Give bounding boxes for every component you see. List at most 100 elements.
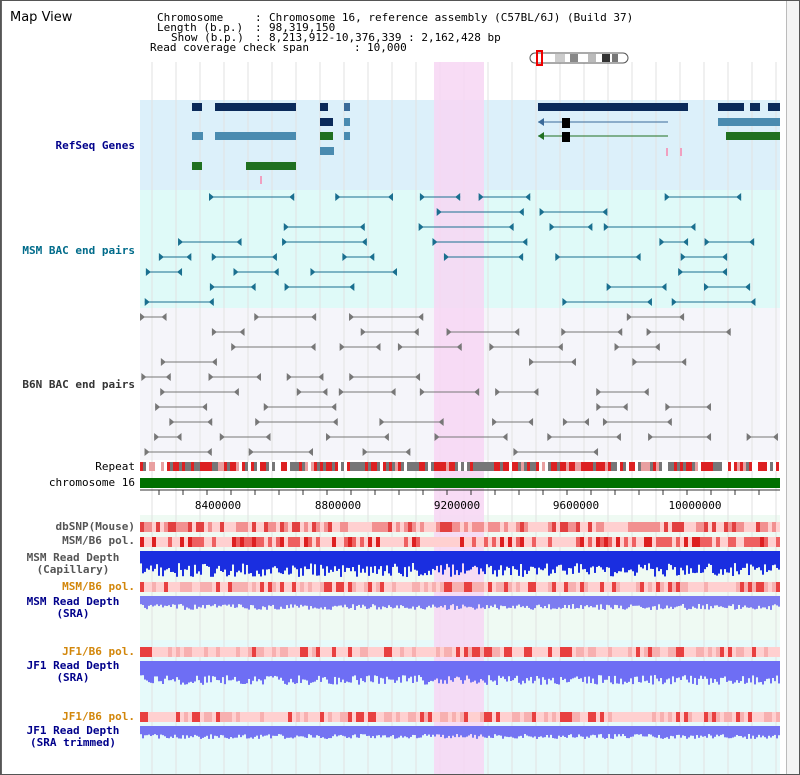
read-depth-bar [246,726,248,739]
repeat-mark [374,462,377,471]
polymorphism-mark [768,712,772,722]
polymorphism-mark [548,522,552,532]
read-depth-bar [450,726,452,739]
polymorphism-mark [400,537,404,547]
repeat-mark [398,462,401,471]
bac-end-marker [746,433,752,441]
polymorphism-mark [576,647,580,657]
polymorphism-mark [176,712,180,722]
read-depth-bar [766,596,768,610]
read-depth-bar [750,551,752,565]
polymorphism-mark [404,522,408,532]
read-depth-bar [704,596,706,610]
polymorphism-mark [204,647,208,657]
gene-strand-arrow [215,132,221,140]
repeat-mark [752,462,755,471]
read-depth-bar [636,726,638,735]
polymorphism-mark [760,647,764,657]
read-depth-bar [310,661,312,683]
read-depth-bar [564,661,566,679]
polymorphism-mark [356,537,360,547]
read-depth-bar [756,661,758,678]
read-depth-bar [546,596,548,609]
read-depth-bar [718,596,720,607]
read-depth-bar [308,661,310,685]
read-depth-bar [550,596,552,610]
track-label-b6n-bac[interactable]: B6N BAC end pairs [22,378,135,391]
polymorphism-mark [368,712,372,722]
polymorphism-mark [608,647,612,657]
repeat-mark [272,462,275,471]
read-depth-bar [674,551,676,568]
polymorphism-mark [196,712,200,722]
read-depth-bar [288,726,290,738]
read-depth-bar [220,596,222,607]
read-depth-bar [560,726,562,738]
read-depth-bar [758,551,760,568]
read-depth-bar [732,726,734,738]
read-depth-bar [396,726,398,739]
read-depth-bar [188,661,190,683]
read-depth-bar [758,596,760,606]
polymorphism-mark [520,582,524,592]
track-label-refseq-genes[interactable]: RefSeq Genes [55,139,135,152]
read-depth-bar [554,661,556,684]
polymorphism-mark [416,582,420,592]
read-depth-bar [742,726,744,738]
read-depth-bar [298,726,300,737]
polymorphism-mark [160,522,164,532]
read-depth-bar [670,661,672,685]
polymorphism-mark [244,647,248,657]
polymorphism-mark [300,582,304,592]
polymorphism-mark [264,537,268,547]
polymorphism-mark [724,522,728,532]
bac-end-marker [606,283,612,291]
polymorphism-mark [244,537,248,547]
polymorphism-mark [148,537,152,547]
track-label-msm-bac[interactable]: MSM BAC end pairs [22,244,135,257]
repeat-mark [716,462,719,471]
read-depth-bar [160,596,162,605]
read-depth-bar [514,661,516,679]
read-depth-bar [572,551,574,574]
polymorphism-mark [344,712,348,722]
read-depth-bar [514,551,516,570]
read-depth-bar [496,726,498,736]
read-depth-bar [572,726,574,738]
read-depth-bar [440,596,442,606]
read-depth-bar [396,661,398,681]
read-depth-bar [312,726,314,738]
repeat-mark [203,462,206,471]
polymorphism-mark [392,537,396,547]
bac-end-marker [176,433,182,441]
bac-end-marker [307,448,313,456]
read-depth-bar [348,596,350,609]
read-depth-bar [394,551,396,564]
read-depth-bar [174,726,176,735]
polymorphism-mark [520,522,524,532]
polymorphism-mark [140,647,144,657]
read-depth-bar [346,551,348,568]
polymorphism-mark [716,522,720,532]
bac-end-marker [508,223,514,231]
polymorphism-mark [492,582,496,592]
repeat-mark [572,462,575,471]
vertical-scrollbar[interactable] [786,0,800,775]
repeat-mark [656,462,659,471]
read-depth-bar [702,596,704,606]
read-depth-bar [538,726,540,737]
polymorphism-mark [528,537,532,547]
polymorphism-mark [648,537,652,547]
repeat-mark [530,462,533,471]
read-depth-bar [774,726,776,735]
polymorphism-mark [416,522,420,532]
read-depth-bar [616,596,618,606]
read-depth-bar [482,726,484,737]
read-depth-bar [404,726,406,737]
polymorphism-mark [268,647,272,657]
polymorphism-mark [600,647,604,657]
repeat-mark [527,462,530,471]
polymorphism-mark [256,712,260,722]
polymorphism-mark [396,522,400,532]
